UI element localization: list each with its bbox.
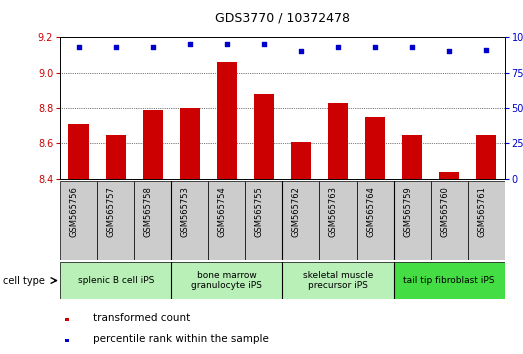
Point [186,41,194,47]
Bar [60,181,97,260]
Bar [106,135,126,179]
Text: cell type: cell type [3,275,44,286]
Point [111,44,120,50]
Bar [282,181,320,260]
Bar [476,135,496,179]
Text: tail tip fibroblast iPS: tail tip fibroblast iPS [403,276,495,285]
Text: GSM565755: GSM565755 [255,186,264,237]
Text: splenic B cell iPS: splenic B cell iPS [77,276,154,285]
Bar [65,339,69,342]
Bar [402,135,422,179]
Bar [254,94,274,179]
Bar [143,110,163,179]
Bar [282,262,393,299]
Bar [393,262,505,299]
Text: GSM565754: GSM565754 [218,186,227,237]
Point [408,44,416,50]
Text: GDS3770 / 10372478: GDS3770 / 10372478 [215,11,350,24]
Bar [179,108,200,179]
Text: GSM565762: GSM565762 [292,186,301,237]
Point [149,44,157,50]
Text: GSM565763: GSM565763 [329,186,338,237]
Bar [172,262,282,299]
Bar [468,181,505,260]
Bar [134,181,172,260]
Text: GSM565761: GSM565761 [477,186,486,237]
Text: GSM565760: GSM565760 [440,186,449,237]
Bar [430,181,468,260]
Bar [60,262,172,299]
Point [334,44,342,50]
Text: bone marrow
granulocyte iPS: bone marrow granulocyte iPS [191,271,263,290]
Bar [328,103,348,179]
Text: GSM565759: GSM565759 [403,186,412,237]
Text: skeletal muscle
precursor iPS: skeletal muscle precursor iPS [303,271,373,290]
Point [297,48,305,54]
Point [74,44,83,50]
Bar [393,181,430,260]
Text: GSM565758: GSM565758 [144,186,153,237]
Text: transformed count: transformed count [94,313,191,323]
Bar [217,62,237,179]
Text: GSM565764: GSM565764 [366,186,375,237]
Bar [172,181,208,260]
Text: GSM565757: GSM565757 [107,186,116,237]
Bar [65,318,69,321]
Bar [320,181,357,260]
Text: percentile rank within the sample: percentile rank within the sample [94,334,269,344]
Bar [365,117,385,179]
Bar [208,181,245,260]
Bar [439,172,459,179]
Text: GSM565756: GSM565756 [70,186,78,237]
Point [223,41,231,47]
Bar [69,124,89,179]
Bar [97,181,134,260]
Text: GSM565753: GSM565753 [181,186,190,237]
Bar [245,181,282,260]
Point [260,41,268,47]
Bar [291,142,311,179]
Point [482,47,491,53]
Bar [357,181,393,260]
Point [371,44,379,50]
Point [445,48,453,54]
